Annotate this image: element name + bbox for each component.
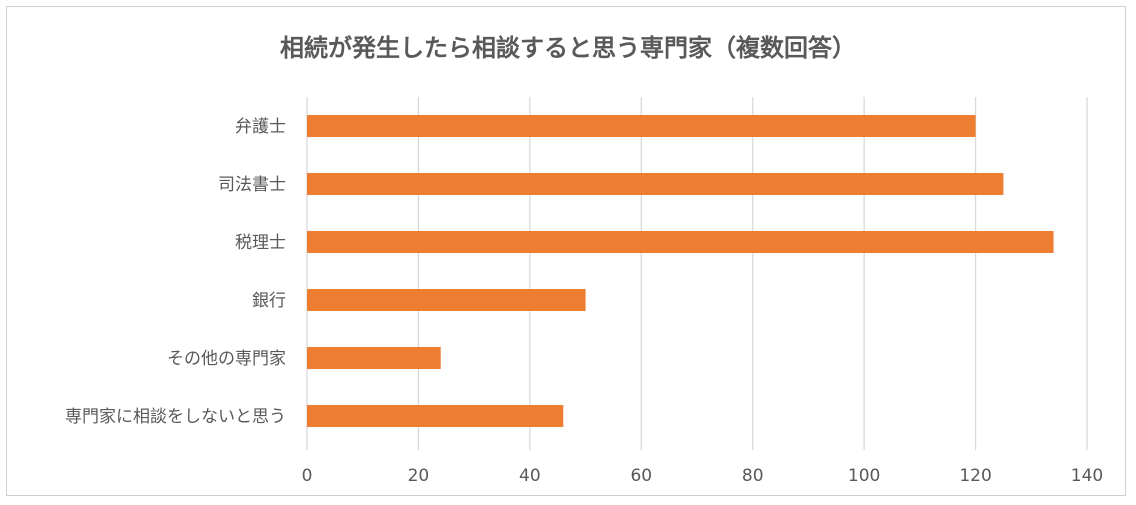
category-label: 専門家に相談をしないと思う [65, 407, 286, 427]
bars [307, 115, 1054, 427]
bar [307, 347, 441, 369]
x-tick-label: 0 [302, 466, 313, 486]
category-label: 弁護士 [235, 117, 286, 137]
bar [307, 173, 1004, 195]
x-tick-label: 60 [630, 466, 652, 486]
category-label: その他の専門家 [167, 349, 286, 369]
bar [307, 405, 564, 427]
bar [307, 231, 1054, 253]
bar [307, 289, 586, 311]
x-axis-tick-labels: 0 20 40 60 80 100 120 140 [302, 466, 1104, 486]
chart-title: 相続が発生したら相談すると思う専門家（複数回答） [280, 34, 856, 62]
category-label: 司法書士 [218, 175, 286, 195]
category-label: 銀行 [252, 291, 286, 311]
x-tick-label: 80 [742, 466, 764, 486]
bar [307, 115, 976, 137]
category-label: 税理士 [235, 233, 286, 253]
x-tick-label: 120 [959, 466, 991, 486]
x-tick-label: 100 [848, 466, 880, 486]
x-tick-label: 140 [1071, 466, 1103, 486]
x-tick-label: 40 [519, 466, 541, 486]
gridlines [306, 97, 1088, 450]
x-tick-label: 20 [408, 466, 430, 486]
